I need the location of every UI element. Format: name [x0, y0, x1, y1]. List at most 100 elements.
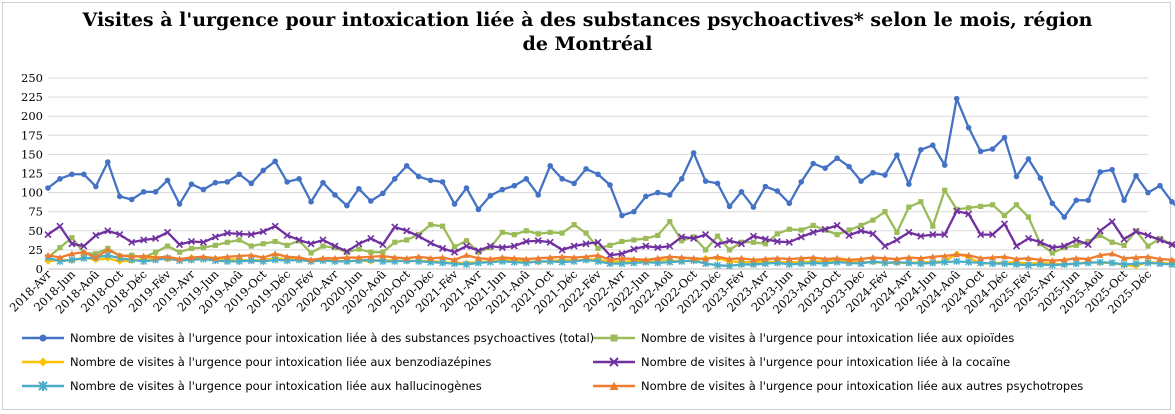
data-point [905, 259, 913, 267]
data-point [153, 249, 159, 255]
legend-label-hallucinogenes: Nombre de visites à l'urgence pour intox… [70, 379, 482, 393]
data-point [1025, 214, 1032, 220]
data-point [870, 217, 876, 223]
data-point [941, 252, 949, 259]
data-point [152, 189, 159, 195]
data-point [954, 206, 960, 213]
data-point [522, 255, 530, 262]
data-point [678, 233, 686, 241]
data-point [427, 239, 435, 247]
data-point [726, 203, 733, 210]
data-point [988, 231, 997, 239]
data-point [1085, 197, 1092, 204]
legend-marker-total [22, 334, 64, 342]
data-point [725, 237, 734, 245]
data-point [499, 254, 506, 261]
data-point [223, 229, 231, 237]
data-point [953, 257, 961, 265]
data-point [247, 231, 255, 239]
y-tick-label: 175 [21, 128, 43, 142]
data-point [104, 246, 112, 253]
data-point [1037, 256, 1044, 263]
data-point [881, 242, 889, 250]
data-point [356, 246, 362, 252]
data-point [858, 222, 864, 229]
data-point [116, 193, 123, 200]
data-point [714, 261, 722, 269]
y-tick-label: 0 [36, 262, 43, 276]
legend-label-autres-psychotropes: Nombre de visites à l'urgence pour intox… [641, 379, 1084, 393]
data-point [487, 245, 493, 251]
data-point [319, 254, 327, 261]
data-point [1048, 244, 1056, 252]
data-point [93, 251, 99, 257]
data-point [487, 192, 494, 199]
data-point [404, 237, 410, 243]
y-tick-label: 225 [21, 90, 43, 104]
data-point [140, 236, 148, 244]
data-point [738, 239, 745, 245]
data-point [511, 254, 518, 261]
data-point [654, 254, 662, 261]
data-point [595, 245, 601, 251]
data-point [1013, 255, 1020, 262]
data-point [1025, 156, 1032, 162]
data-point [235, 230, 243, 238]
data-point [379, 240, 387, 249]
data-point [331, 254, 339, 261]
data-point [284, 242, 290, 248]
data-point [188, 245, 195, 251]
data-point [582, 240, 590, 248]
y-tick-label: 250 [21, 71, 43, 85]
data-point [260, 167, 267, 174]
data-point [523, 228, 529, 234]
data-point [259, 227, 267, 236]
data-point [882, 209, 888, 215]
data-point [462, 242, 471, 250]
data-point [475, 254, 482, 261]
data-point [797, 260, 805, 268]
data-point [642, 256, 650, 263]
data-point [631, 208, 637, 215]
data-point [152, 234, 160, 243]
data-point [271, 256, 279, 264]
data-point [1061, 256, 1068, 263]
data-point [822, 165, 828, 171]
data-point [1072, 260, 1080, 268]
data-point [785, 260, 793, 268]
data-point [451, 244, 458, 250]
data-point [1061, 245, 1067, 251]
data-point [522, 237, 530, 246]
data-point [511, 182, 518, 189]
data-point [367, 234, 375, 243]
data-point [391, 176, 398, 182]
data-point [523, 176, 530, 182]
data-point [188, 254, 195, 261]
data-point [643, 235, 649, 242]
data-point [905, 228, 913, 236]
data-point [809, 259, 817, 267]
data-point [499, 186, 506, 193]
data-point [343, 254, 351, 261]
data-point [917, 260, 925, 268]
data-point [821, 225, 829, 233]
data-point [642, 242, 650, 250]
data-point [762, 183, 769, 190]
data-point [595, 171, 601, 178]
data-point [1157, 235, 1163, 242]
data-point [80, 254, 88, 262]
legend-label-cocaine: Nombre de visites à l'urgence pour intox… [641, 355, 1011, 369]
data-point [1049, 250, 1055, 256]
data-point [1085, 238, 1091, 245]
data-point [295, 236, 303, 244]
data-point [391, 223, 399, 231]
data-point [451, 201, 458, 207]
data-point [475, 206, 482, 213]
data-point [797, 233, 805, 241]
data-point [714, 180, 721, 187]
y-tick-label: 25 [28, 243, 43, 257]
data-point [128, 253, 135, 260]
data-point [1108, 250, 1116, 257]
data-point [272, 238, 278, 245]
